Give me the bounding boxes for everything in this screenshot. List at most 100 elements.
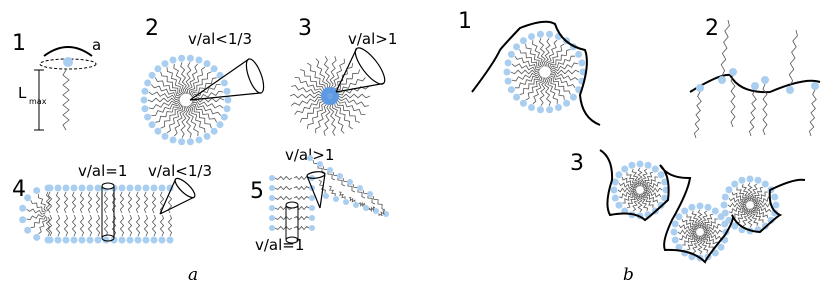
- tail: [128, 215, 131, 236]
- head: [731, 180, 738, 187]
- tail: [96, 192, 99, 213]
- drawing: [19, 20, 820, 262]
- head: [154, 128, 161, 135]
- tail: [749, 90, 756, 136]
- head: [722, 210, 729, 217]
- head: [33, 234, 40, 241]
- head: [55, 185, 62, 192]
- tail: [275, 177, 292, 180]
- head: [721, 202, 728, 209]
- tail: [104, 192, 107, 213]
- head: [269, 225, 275, 231]
- head: [154, 65, 161, 72]
- head: [333, 196, 339, 202]
- head: [786, 86, 794, 94]
- tail: [275, 197, 292, 200]
- head: [722, 193, 729, 200]
- head: [269, 205, 275, 211]
- tail: [31, 200, 46, 212]
- head: [317, 161, 323, 167]
- head: [195, 57, 202, 64]
- head: [696, 84, 704, 92]
- head: [681, 207, 688, 214]
- tail: [294, 197, 309, 200]
- tail: [338, 94, 370, 98]
- head: [167, 237, 174, 244]
- tail: [294, 217, 309, 220]
- head: [149, 72, 156, 79]
- head: [170, 136, 177, 143]
- head: [718, 244, 725, 251]
- head: [578, 59, 585, 66]
- head: [672, 220, 679, 227]
- head: [612, 195, 619, 202]
- tail: [152, 192, 155, 213]
- head: [211, 128, 218, 135]
- cylinder: [102, 186, 114, 238]
- tail: [721, 20, 729, 76]
- head: [508, 51, 515, 58]
- panel-number: 2: [705, 16, 719, 41]
- head: [747, 176, 754, 183]
- head: [269, 185, 275, 191]
- head: [225, 97, 232, 104]
- tail: [63, 70, 69, 130]
- head: [528, 33, 535, 40]
- head: [170, 57, 177, 64]
- head: [144, 79, 151, 86]
- annotation: v/al<1/3: [148, 162, 212, 180]
- cone-base: [243, 57, 267, 95]
- head: [79, 237, 86, 244]
- head: [725, 186, 732, 193]
- cylinder: [286, 205, 298, 240]
- head: [347, 179, 353, 185]
- head: [144, 114, 151, 121]
- tail: [88, 192, 91, 213]
- head: [151, 237, 158, 244]
- head: [95, 185, 102, 192]
- head: [71, 185, 78, 192]
- head: [546, 106, 553, 113]
- head: [505, 78, 512, 85]
- head: [33, 187, 40, 194]
- tail: [80, 215, 83, 236]
- tail: [349, 197, 355, 202]
- tail: [359, 203, 365, 206]
- head: [611, 187, 618, 194]
- head: [771, 193, 778, 200]
- head: [162, 60, 169, 67]
- tail: [300, 101, 324, 122]
- annotation: v/al=1: [78, 162, 127, 180]
- head: [24, 194, 31, 201]
- tail: [136, 215, 139, 236]
- cone-base: [307, 171, 326, 179]
- head: [159, 237, 166, 244]
- panel-number: 5: [250, 179, 264, 204]
- head: [204, 133, 211, 140]
- head: [672, 237, 679, 244]
- head: [224, 105, 231, 112]
- head: [178, 55, 185, 62]
- head: [269, 195, 275, 201]
- head: [505, 59, 512, 66]
- caption: b: [623, 265, 634, 284]
- head: [178, 138, 185, 145]
- head: [221, 79, 228, 86]
- head: [309, 215, 315, 221]
- tail: [329, 186, 335, 196]
- head: [755, 177, 762, 184]
- tail: [294, 177, 309, 180]
- tail: [694, 92, 701, 138]
- annotation: a: [92, 36, 101, 54]
- head: [135, 237, 142, 244]
- head: [63, 237, 70, 244]
- tail: [294, 187, 309, 190]
- head: [738, 177, 745, 184]
- head: [221, 114, 228, 121]
- head: [555, 104, 562, 111]
- head: [309, 195, 315, 201]
- tail: [144, 215, 147, 236]
- head: [327, 167, 333, 173]
- head: [575, 51, 582, 58]
- head: [19, 216, 26, 223]
